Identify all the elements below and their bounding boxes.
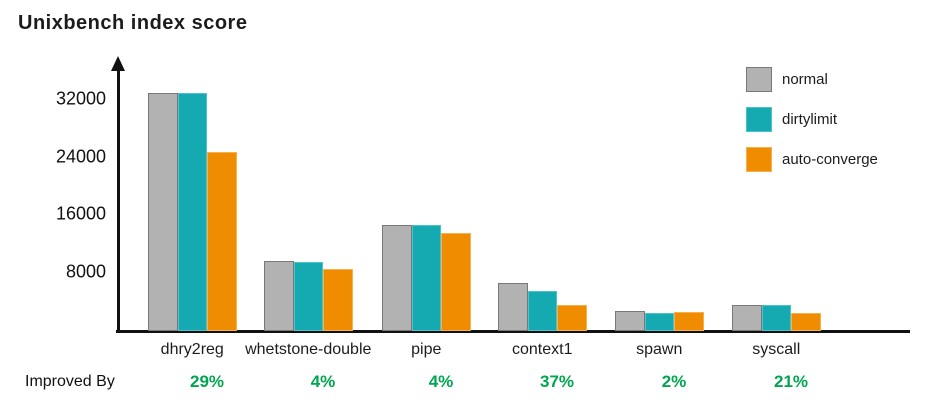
legend: normal dirtylimit auto-converge — [746, 66, 878, 186]
y-tick-label: 24000 — [55, 146, 106, 166]
legend-item-normal: normal — [746, 66, 878, 92]
improvement-value: 37% — [539, 372, 575, 391]
improvement-value: 29% — [189, 372, 225, 391]
y-tick-label: 16000 — [55, 203, 106, 224]
bar-auto-converge-pipe — [441, 233, 471, 331]
bar-normal-spawn — [615, 311, 645, 331]
y-axis-line — [117, 62, 120, 332]
y-tick-label: 8000 — [65, 261, 106, 281]
legend-item-auto-converge: auto-converge — [746, 146, 878, 172]
bar-dirtylimit-context1 — [527, 291, 557, 331]
x-axis-line — [116, 330, 910, 333]
improvement-value: 4% — [310, 372, 336, 391]
bar-dirtylimit-syscall — [761, 305, 791, 331]
legend-swatch-dirtylimit — [746, 106, 772, 132]
improved-by-label: Improved By — [25, 373, 115, 390]
legend-label: dirtylimit — [782, 110, 837, 128]
bar-auto-converge-context1 — [557, 305, 587, 331]
bar-normal-whetstone-double — [264, 261, 294, 331]
bar-dirtylimit-dhry2reg — [177, 93, 207, 331]
improvement-value: 2% — [661, 372, 687, 391]
bar-auto-converge-dhry2reg — [207, 152, 237, 331]
bar-normal-dhry2reg — [148, 93, 178, 331]
x-tick-label: whetstone-double — [245, 341, 372, 358]
bar-auto-converge-whetstone-double — [323, 269, 353, 331]
bar-normal-syscall — [732, 305, 762, 331]
chart-title: Unixbench index score — [18, 12, 248, 34]
legend-swatch-auto-converge — [746, 146, 772, 172]
bar-normal-context1 — [498, 283, 528, 331]
x-tick-label: pipe — [411, 341, 442, 358]
bar-auto-converge-spawn — [674, 312, 704, 331]
improvement-value: 21% — [773, 372, 809, 391]
x-tick-label: spawn — [636, 341, 683, 358]
x-tick-label: dhry2reg — [160, 341, 224, 358]
bar-dirtylimit-spawn — [644, 313, 674, 331]
legend-label: normal — [782, 70, 828, 88]
y-tick-label: 32000 — [55, 88, 106, 109]
improvement-value: 4% — [428, 372, 454, 391]
legend-swatch-normal — [746, 66, 772, 92]
bar-auto-converge-syscall — [791, 313, 821, 331]
legend-item-dirtylimit: dirtylimit — [746, 106, 878, 132]
legend-label: auto-converge — [782, 150, 878, 168]
x-tick-label: context1 — [512, 341, 573, 358]
x-tick-label: syscall — [752, 341, 801, 358]
bar-normal-pipe — [382, 225, 412, 331]
bar-dirtylimit-pipe — [411, 225, 441, 331]
bar-dirtylimit-whetstone-double — [293, 262, 323, 331]
